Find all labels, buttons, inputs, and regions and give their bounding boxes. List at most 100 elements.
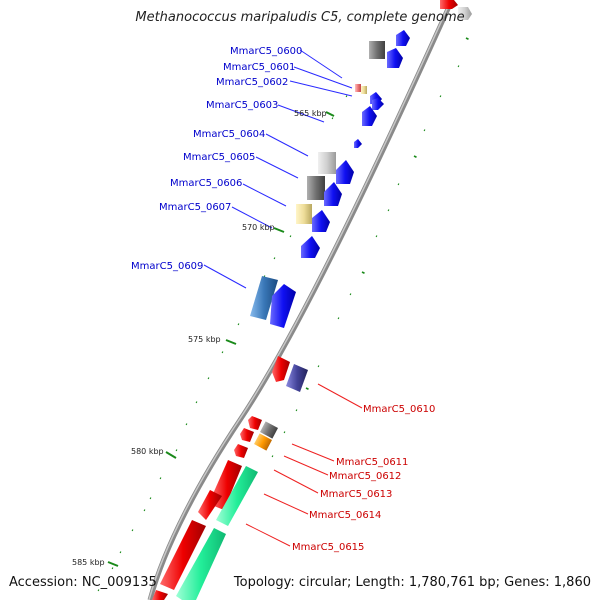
kbp-marker-ticks <box>107 111 335 567</box>
gene-label-forward[interactable]: MmarC5_0607 <box>159 202 231 213</box>
gc-tick <box>289 235 292 238</box>
gene-label-reverse[interactable]: MmarC5_0614 <box>309 510 381 521</box>
gc-tick <box>387 209 390 212</box>
reverse-leader-lines <box>245 383 363 547</box>
gc-tick <box>423 129 426 132</box>
gene-label-reverse[interactable]: MmarC5_0610 <box>363 404 435 415</box>
gene-box-grey[interactable] <box>307 176 325 200</box>
gc-tick <box>397 183 400 186</box>
gc-tick <box>111 567 114 570</box>
gene-arrow[interactable] <box>396 30 410 46</box>
gene-box-purple[interactable] <box>286 364 308 392</box>
gc-tick <box>175 449 178 452</box>
gc-tick <box>349 293 352 296</box>
gene-label-reverse[interactable]: MmarC5_0613 <box>320 489 392 500</box>
kbp-label: 565 kbp <box>294 109 327 118</box>
gene-label-forward[interactable]: MmarC5_0609 <box>131 261 203 272</box>
kbp-label: 585 kbp <box>72 558 105 567</box>
gene-arrow[interactable] <box>354 139 362 148</box>
gc-tick <box>295 409 298 412</box>
gene-box-tan[interactable] <box>361 86 367 94</box>
gc-tick <box>273 257 276 260</box>
gc-tick <box>221 351 224 354</box>
gc-tick <box>361 271 365 274</box>
gene-label-forward[interactable]: MmarC5_0601 <box>223 62 295 73</box>
gene-arrow[interactable] <box>272 356 290 382</box>
gene-arrow[interactable] <box>362 106 377 126</box>
gc-tick <box>143 509 146 512</box>
reverse-strand-genes <box>152 356 308 600</box>
gene-label-forward[interactable]: MmarC5_0603 <box>206 100 278 111</box>
gene-arrow[interactable] <box>198 490 222 520</box>
gene-label-forward[interactable]: MmarC5_0604 <box>193 129 265 140</box>
gene-arrow[interactable] <box>270 284 296 328</box>
gc-tick <box>413 155 417 158</box>
gene-label-forward[interactable]: MmarC5_0600 <box>230 46 302 57</box>
gc-tick <box>271 455 274 458</box>
topology-text: Topology: circular; Length: 1,780,761 bp… <box>233 575 591 590</box>
kbp-label: 580 kbp <box>131 447 164 456</box>
map-title: Methanococcus maripaludis C5, complete g… <box>135 10 465 25</box>
gene-label-forward[interactable]: MmarC5_0602 <box>216 77 288 88</box>
forward-strand-genes <box>250 0 472 328</box>
gc-tick <box>149 497 152 500</box>
forward-leader-lines <box>203 49 353 289</box>
gc-tick <box>439 95 442 98</box>
gene-box-steel[interactable] <box>250 276 278 320</box>
gc-tick <box>337 317 340 320</box>
gene-arrow[interactable] <box>301 236 320 258</box>
gc-tick <box>263 275 266 278</box>
kbp-label: 570 kbp <box>242 223 275 232</box>
gc-tick <box>97 589 100 592</box>
gene-arrow[interactable] <box>240 428 254 442</box>
genome-backbone-highlight <box>148 0 452 600</box>
gene-box-pink[interactable] <box>355 84 361 92</box>
rna-gene[interactable] <box>216 466 258 526</box>
gene-label-forward[interactable]: MmarC5_0606 <box>170 178 242 189</box>
gc-tick <box>207 377 210 380</box>
gc-tick <box>237 323 240 326</box>
gene-box-orange[interactable] <box>254 433 272 451</box>
gene-arrow[interactable] <box>324 182 342 206</box>
gene-label-forward[interactable]: MmarC5_0605 <box>183 152 255 163</box>
gene-arrow[interactable] <box>248 416 262 430</box>
gc-tick <box>317 365 320 368</box>
reverse-gene-labels: MmarC5_0610 MmarC5_0611 MmarC5_0612 Mmar… <box>292 404 435 553</box>
forward-gene-labels: MmarC5_0600 MmarC5_0601 MmarC5_0602 Mmar… <box>131 46 302 272</box>
gene-label-reverse[interactable]: MmarC5_0611 <box>336 457 408 468</box>
gc-skew-ticks <box>97 37 469 592</box>
gene-box-tan[interactable] <box>296 204 312 224</box>
genome-backbone <box>147 0 455 600</box>
gc-tick <box>331 117 334 120</box>
gc-tick <box>159 477 162 480</box>
gc-tick <box>305 387 309 390</box>
gc-tick <box>345 95 348 98</box>
gene-arrow[interactable] <box>372 98 384 110</box>
gene-arrow[interactable] <box>152 590 168 600</box>
gc-tick <box>195 401 198 404</box>
gc-tick <box>185 423 188 426</box>
gc-tick <box>465 37 469 40</box>
gene-arrow[interactable] <box>160 520 206 590</box>
gene-box-grey[interactable] <box>260 421 278 439</box>
gc-tick <box>457 65 460 68</box>
gene-label-reverse[interactable]: MmarC5_0615 <box>292 542 364 553</box>
gene-arrow[interactable] <box>336 160 354 184</box>
gc-tick <box>131 529 134 532</box>
gene-arrow[interactable] <box>440 0 458 9</box>
gene-arrow[interactable] <box>458 7 472 20</box>
kbp-label: 575 kbp <box>188 335 221 344</box>
rna-gene[interactable] <box>176 528 226 600</box>
gene-arrow[interactable] <box>387 48 403 68</box>
gc-tick <box>119 551 122 554</box>
gc-tick <box>283 431 286 434</box>
gene-box-lightgrey[interactable] <box>318 152 336 174</box>
gene-box-grey[interactable] <box>369 41 385 59</box>
gc-tick <box>375 235 378 238</box>
gene-arrow[interactable] <box>312 210 330 232</box>
gene-arrow[interactable] <box>234 444 248 458</box>
kbp-labels: 565 kbp 570 kbp 575 kbp 580 kbp 585 kbp <box>72 109 327 567</box>
gene-label-reverse[interactable]: MmarC5_0612 <box>329 471 401 482</box>
